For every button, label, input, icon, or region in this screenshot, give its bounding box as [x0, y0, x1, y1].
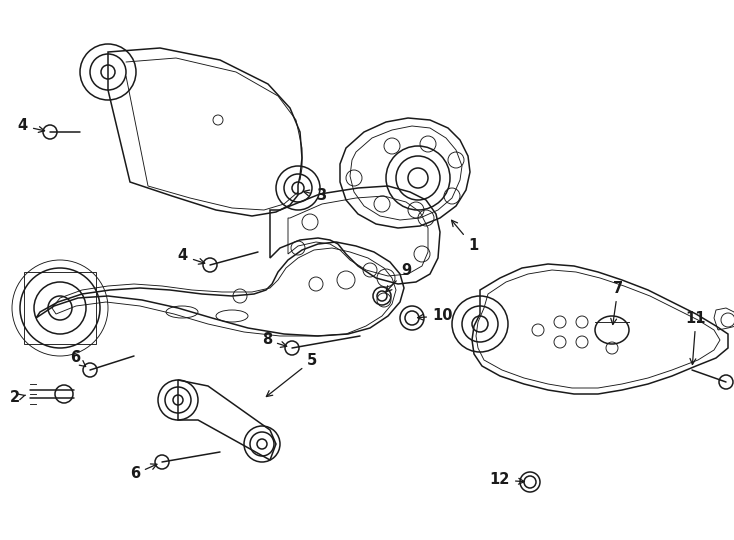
Text: 2: 2 — [10, 390, 26, 406]
Text: 10: 10 — [418, 308, 452, 323]
Text: 6: 6 — [70, 350, 86, 367]
Text: 6: 6 — [130, 464, 157, 482]
Text: 11: 11 — [686, 311, 706, 364]
Text: 1: 1 — [451, 220, 479, 253]
Text: 3: 3 — [303, 188, 326, 204]
Text: 12: 12 — [490, 472, 525, 488]
Text: 8: 8 — [262, 333, 287, 348]
Text: 4: 4 — [18, 118, 45, 133]
Text: 5: 5 — [266, 353, 317, 396]
Text: 4: 4 — [178, 248, 205, 264]
Text: 9: 9 — [386, 263, 411, 292]
Text: 7: 7 — [611, 281, 623, 325]
